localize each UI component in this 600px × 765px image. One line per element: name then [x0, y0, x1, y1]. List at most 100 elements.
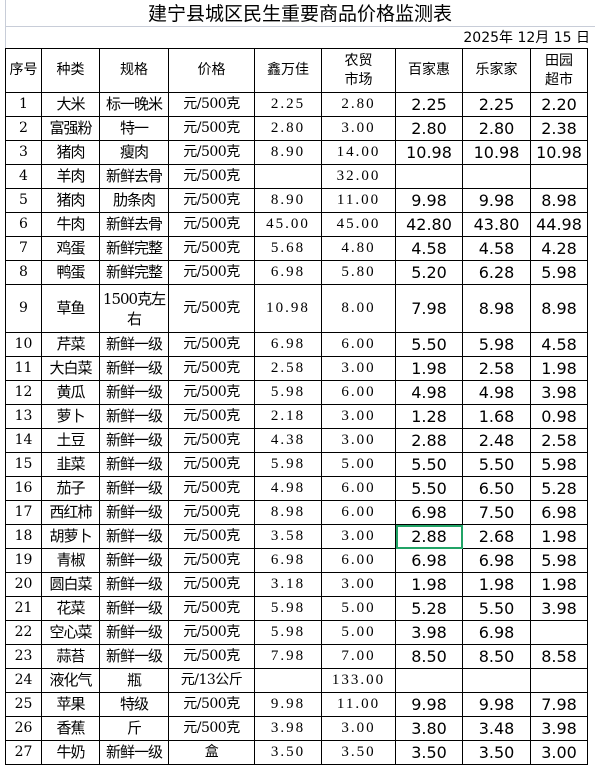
lejiajia-price[interactable]: 6.50	[462, 476, 531, 501]
header-lejiajia[interactable]: 乐家家	[462, 48, 531, 93]
item-cell[interactable]: 鸭蛋	[41, 260, 100, 285]
market-price[interactable]: 4.80	[321, 236, 396, 261]
lejiajia-price[interactable]: 3.50	[462, 740, 531, 765]
unit-cell[interactable]: 元/500克	[168, 572, 255, 597]
header-baijiahui[interactable]: 百家惠	[395, 48, 463, 93]
spec-cell[interactable]: 新鲜去骨	[99, 212, 169, 237]
market-price[interactable]: 2.80	[321, 92, 396, 117]
seq-cell[interactable]: 14	[5, 428, 42, 453]
tianyuan-price[interactable]	[530, 668, 588, 693]
seq-cell[interactable]: 24	[5, 668, 42, 693]
xinwanjia-price[interactable]: 6.98	[254, 332, 322, 357]
item-cell[interactable]: 液化气	[41, 668, 100, 693]
xinwanjia-price[interactable]: 3.58	[254, 524, 322, 549]
baijiahui-price[interactable]: 9.98	[395, 692, 463, 717]
spec-cell[interactable]: 瘦肉	[99, 140, 169, 165]
baijiahui-price[interactable]	[395, 164, 463, 189]
market-price[interactable]: 6.00	[321, 380, 396, 405]
unit-cell[interactable]: 元/500克	[168, 356, 255, 381]
baijiahui-price[interactable]: 42.80	[395, 212, 463, 237]
lejiajia-price[interactable]: 9.98	[462, 188, 531, 213]
sheet-title[interactable]: 建宁县城区民生重要商品价格监测表	[147, 3, 452, 25]
spec-cell[interactable]: 新鲜一级	[99, 620, 169, 645]
lejiajia-price[interactable]: 5.50	[462, 452, 531, 477]
seq-cell[interactable]: 8	[5, 260, 42, 285]
report-date[interactable]: 2025年 12月 15 日	[463, 30, 590, 46]
spec-cell[interactable]: 新鲜完整	[99, 260, 169, 285]
seq-cell[interactable]: 21	[5, 596, 42, 621]
header-xinwanjia[interactable]: 鑫万佳	[254, 48, 322, 93]
market-price[interactable]: 3.00	[321, 524, 396, 549]
baijiahui-price[interactable]: 8.50	[395, 644, 463, 669]
xinwanjia-price[interactable]: 6.98	[254, 260, 322, 285]
spec-cell[interactable]: 1500克左右	[99, 284, 169, 333]
item-cell[interactable]: 牛肉	[41, 212, 100, 237]
unit-cell[interactable]: 元/500克	[168, 164, 255, 189]
header-item[interactable]: 种类	[41, 48, 100, 93]
lejiajia-price[interactable]: 1.98	[462, 572, 531, 597]
tianyuan-price[interactable]: 3.00	[530, 740, 588, 765]
xinwanjia-price[interactable]: 10.98	[254, 284, 322, 333]
item-cell[interactable]: 芹菜	[41, 332, 100, 357]
lejiajia-price[interactable]: 5.50	[462, 596, 531, 621]
spec-cell[interactable]: 特一	[99, 116, 169, 141]
seq-cell[interactable]: 2	[5, 116, 42, 141]
unit-cell[interactable]: 元/500克	[168, 380, 255, 405]
baijiahui-price[interactable]: 2.80	[395, 116, 463, 141]
seq-cell[interactable]: 13	[5, 404, 42, 429]
seq-cell[interactable]: 26	[5, 716, 42, 741]
baijiahui-price[interactable]: 5.50	[395, 476, 463, 501]
lejiajia-price[interactable]: 2.80	[462, 116, 531, 141]
xinwanjia-price[interactable]: 5.68	[254, 236, 322, 261]
spec-cell[interactable]: 新鲜一级	[99, 524, 169, 549]
unit-cell[interactable]: 元/500克	[168, 692, 255, 717]
unit-cell[interactable]: 元/500克	[168, 644, 255, 669]
spec-cell[interactable]: 标一晚米	[99, 92, 169, 117]
lejiajia-price[interactable]: 8.98	[462, 284, 531, 333]
seq-cell[interactable]: 7	[5, 236, 42, 261]
baijiahui-price[interactable]: 5.28	[395, 596, 463, 621]
spec-cell[interactable]: 新鲜一级	[99, 740, 169, 765]
unit-cell[interactable]: 元/500克	[168, 284, 255, 333]
tianyuan-price[interactable]: 8.98	[530, 188, 588, 213]
market-price[interactable]: 3.00	[321, 428, 396, 453]
item-cell[interactable]: 草鱼	[41, 284, 100, 333]
unit-cell[interactable]: 元/500克	[168, 596, 255, 621]
lejiajia-price[interactable]: 5.98	[462, 332, 531, 357]
xinwanjia-price[interactable]: 2.25	[254, 92, 322, 117]
unit-cell[interactable]: 元/500克	[168, 260, 255, 285]
unit-cell[interactable]: 元/500克	[168, 452, 255, 477]
unit-cell[interactable]: 元/500克	[168, 500, 255, 525]
baijiahui-price[interactable]: 2.88	[395, 428, 463, 453]
item-cell[interactable]: 萝卜	[41, 404, 100, 429]
market-price[interactable]: 6.00	[321, 548, 396, 573]
unit-cell[interactable]: 元/500克	[168, 524, 255, 549]
header-unit[interactable]: 价格	[168, 48, 255, 93]
market-price[interactable]: 8.00	[321, 284, 396, 333]
item-cell[interactable]: 黄瓜	[41, 380, 100, 405]
tianyuan-price[interactable]: 3.98	[530, 380, 588, 405]
unit-cell[interactable]: 元/500克	[168, 404, 255, 429]
xinwanjia-price[interactable]: 8.90	[254, 188, 322, 213]
xinwanjia-price[interactable]	[254, 668, 322, 693]
unit-cell[interactable]: 元/500克	[168, 116, 255, 141]
seq-cell[interactable]: 11	[5, 356, 42, 381]
tianyuan-price[interactable]: 1.98	[530, 524, 588, 549]
seq-cell[interactable]: 19	[5, 548, 42, 573]
item-cell[interactable]: 韭菜	[41, 452, 100, 477]
lejiajia-price[interactable]	[462, 668, 531, 693]
spec-cell[interactable]: 新鲜一级	[99, 404, 169, 429]
item-cell[interactable]: 茄子	[41, 476, 100, 501]
tianyuan-price[interactable]	[530, 620, 588, 645]
item-cell[interactable]: 胡萝卜	[41, 524, 100, 549]
seq-cell[interactable]: 20	[5, 572, 42, 597]
tianyuan-price[interactable]: 8.98	[530, 284, 588, 333]
lejiajia-price[interactable]: 8.50	[462, 644, 531, 669]
tianyuan-price[interactable]: 5.98	[530, 548, 588, 573]
xinwanjia-price[interactable]: 8.98	[254, 500, 322, 525]
market-price[interactable]: 3.00	[321, 404, 396, 429]
lejiajia-price[interactable]: 9.98	[462, 692, 531, 717]
spec-cell[interactable]: 新鲜一级	[99, 380, 169, 405]
item-cell[interactable]: 富强粉	[41, 116, 100, 141]
xinwanjia-price[interactable]: 5.98	[254, 620, 322, 645]
